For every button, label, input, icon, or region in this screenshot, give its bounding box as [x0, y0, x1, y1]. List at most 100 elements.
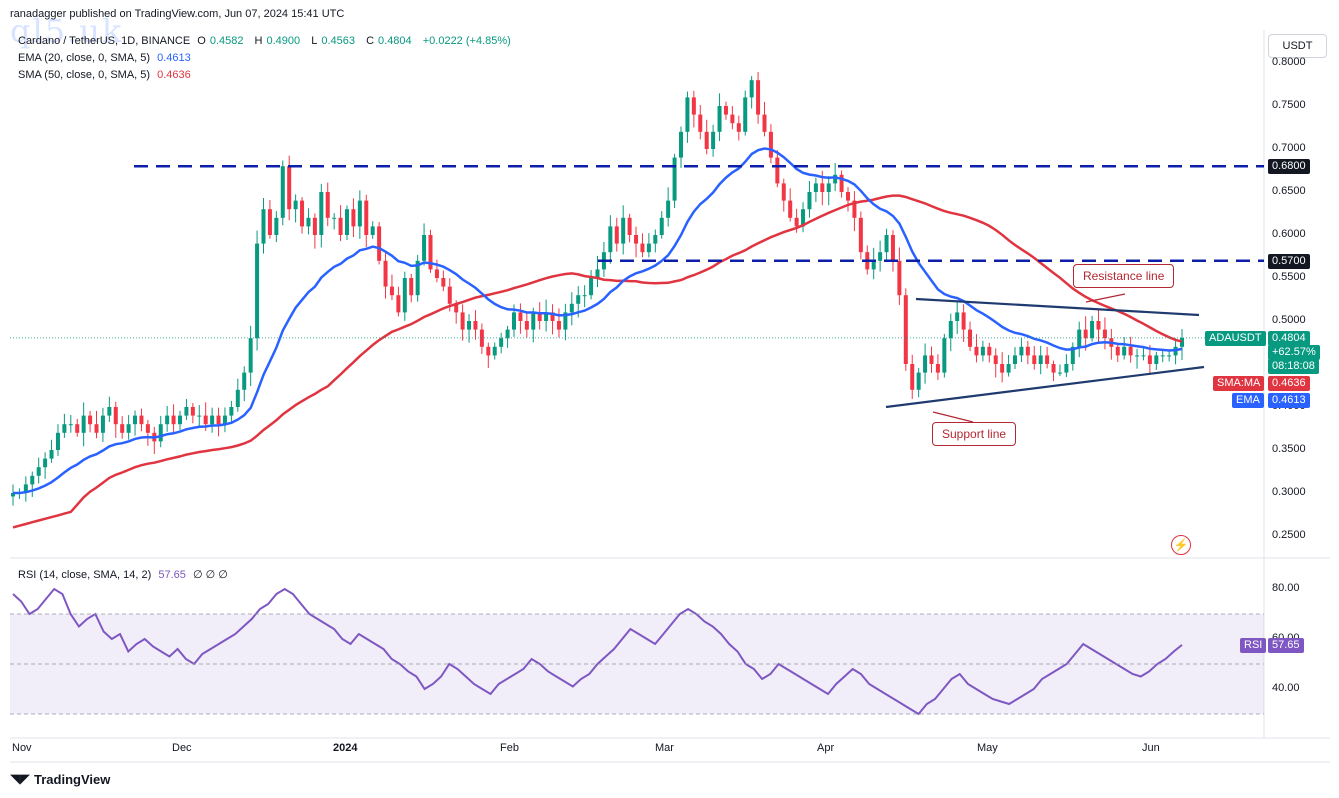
candle-body: [820, 183, 825, 192]
candle-body: [396, 295, 401, 313]
low-label: L: [311, 35, 318, 47]
candle-body: [878, 252, 883, 261]
price-tick-label: 0.8000: [1272, 56, 1306, 68]
resistance-annotation[interactable]: Resistance line: [1073, 264, 1175, 288]
ema-tag: EMA: [1232, 393, 1264, 408]
candle-body: [756, 80, 761, 115]
time-tick-label: May: [977, 742, 998, 754]
candle-body: [364, 200, 369, 235]
candle-body: [807, 192, 812, 210]
candle-body: [948, 321, 953, 339]
candle-body: [242, 372, 247, 390]
candle-body: [1128, 346, 1133, 356]
low-value: 0.4563: [321, 35, 355, 47]
rsi-tick-label: 80.00: [1272, 582, 1300, 594]
time-tick-label: Jun: [1142, 742, 1160, 754]
candle-body: [274, 217, 279, 235]
symbol-price-tag: 0.4804: [1268, 331, 1310, 346]
time-tick-label: Nov: [12, 742, 32, 754]
tv-icon: ◥◤: [10, 772, 30, 787]
candle-body: [30, 475, 35, 485]
candle-body: [801, 209, 806, 227]
candle-body: [775, 157, 780, 184]
candle-body: [666, 200, 671, 218]
candle-body: [1025, 346, 1030, 356]
tradingview-logo[interactable]: ◥◤ TradingView: [10, 772, 110, 787]
candle-body: [338, 217, 343, 235]
resistance-trendline: [915, 297, 1200, 317]
candle-body: [1096, 321, 1101, 330]
candle-body: [1045, 355, 1050, 364]
candle-body: [351, 209, 356, 227]
candle-body: [839, 174, 844, 192]
candle-body: [627, 217, 632, 235]
candle-body: [229, 407, 234, 416]
candle-body: [640, 243, 645, 253]
candle-body: [1102, 329, 1107, 339]
candle-body: [884, 235, 889, 253]
candle-body: [1077, 329, 1082, 347]
candle-body: [1090, 321, 1095, 339]
candle-body: [794, 217, 799, 227]
candle-body: [897, 260, 902, 296]
candle-body: [1038, 355, 1043, 364]
candle-body: [852, 200, 857, 218]
candle-body: [377, 226, 382, 261]
candle-body: [332, 217, 337, 219]
time-tick-label: Dec: [172, 742, 192, 754]
open-value: 0.4582: [209, 35, 244, 47]
time-tick-label: Apr: [817, 742, 835, 754]
candle-body: [903, 295, 908, 364]
ema-legend[interactable]: EMA (20, close, 0, SMA, 5) 0.4613: [18, 52, 195, 64]
candle-body: [531, 312, 536, 330]
ema-line: [13, 147, 1183, 495]
high-value: 0.4900: [266, 35, 301, 47]
candle-body: [178, 415, 182, 425]
candle-body: [267, 209, 272, 235]
candle-body: [415, 260, 420, 296]
candle-body: [467, 321, 472, 330]
price-tick-label: 0.3000: [1272, 486, 1306, 498]
candle-body: [955, 312, 960, 321]
candle-body: [473, 321, 478, 330]
candle-body: [608, 226, 613, 253]
candle-body: [910, 364, 915, 390]
sma-legend[interactable]: SMA (50, close, 0, SMA, 5) 0.4636: [18, 69, 195, 81]
candle-body: [94, 424, 99, 433]
candle-body: [492, 346, 497, 356]
time-tick-label: Feb: [500, 742, 519, 754]
candle-body: [1115, 346, 1120, 356]
candle-body: [537, 312, 542, 321]
symbol-change-tag: +62.57%: [1268, 345, 1320, 360]
price-tick-label: 0.5500: [1272, 271, 1306, 283]
candle-body: [210, 415, 215, 425]
candle-body: [980, 346, 985, 356]
candle-body: [428, 235, 433, 270]
time-tick-label: 2024: [333, 742, 358, 754]
candle-body: [441, 278, 446, 287]
countdown-tag: 08:18:08: [1268, 359, 1319, 374]
candle-body: [550, 312, 555, 321]
candle-body: [833, 174, 838, 184]
candle-body: [1141, 355, 1146, 357]
candle-body: [36, 467, 41, 476]
price-tick-label: 0.7000: [1272, 142, 1306, 154]
symbol-name[interactable]: Cardano / TetherUS, 1D, BINANCE: [18, 35, 191, 47]
rsi-legend-value: 57.65: [158, 569, 186, 581]
support-annotation[interactable]: Support line: [932, 422, 1017, 446]
candle-body: [1147, 355, 1152, 364]
sma-line: [12, 194, 1183, 529]
currency-button[interactable]: USDT: [1268, 34, 1327, 58]
candle-body: [646, 243, 651, 253]
candle-body: [768, 131, 773, 158]
resistance-pointer: [1085, 293, 1126, 303]
sma-tag: SMA:MA: [1213, 376, 1265, 391]
candle-body: [434, 269, 439, 278]
rsi-legend[interactable]: RSI (14, close, SMA, 14, 2) 57.65 ∅ ∅ ∅: [18, 568, 232, 581]
candle-body: [1160, 355, 1165, 357]
candle-body: [993, 355, 998, 364]
lightning-icon[interactable]: ⚡: [1171, 535, 1191, 555]
sma-value-tag: 0.4636: [1268, 376, 1310, 391]
candle-body: [923, 355, 928, 373]
